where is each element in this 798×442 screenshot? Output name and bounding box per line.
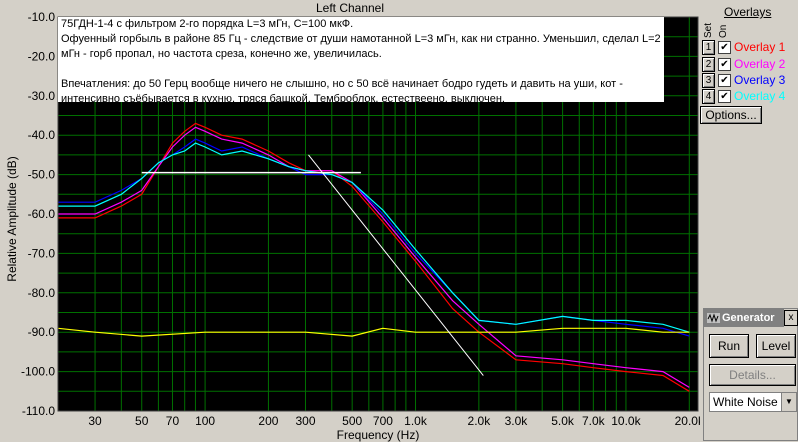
y-tick-label: -80.0	[28, 286, 56, 300]
note-line: 75ГДН-1-4 с фильтром 2-го порядка L=3 мГ…	[61, 18, 354, 30]
overlay-checkbox-2[interactable]: ✔	[718, 58, 731, 71]
x-tick-label: 300	[295, 414, 315, 428]
y-tick-label: -20.0	[28, 49, 56, 63]
overlay-set-button-1[interactable]: 1	[702, 40, 715, 55]
overlay-set-button-3[interactable]: 3	[702, 73, 715, 88]
generator-close-icon[interactable]: x	[784, 310, 798, 326]
x-axis-label: Frequency (Hz)	[336, 428, 420, 442]
level-button[interactable]: Level	[756, 334, 796, 358]
overlay-row-1: 1 ✔ Overlay 1	[702, 40, 798, 55]
overlay-row-4: 4 ✔ Overlay 4	[702, 89, 798, 104]
y-tick-label: -110.0	[22, 404, 55, 418]
y-tick-label: -60.0	[28, 207, 56, 221]
annotation-slope-line	[308, 154, 484, 376]
on-header: On	[718, 24, 729, 38]
x-tick-label: 2.0k	[468, 414, 492, 428]
x-tick-label: 30	[88, 414, 102, 428]
overlay-set-button-4[interactable]: 4	[702, 89, 715, 104]
overlay-label-2: Overlay 2	[734, 57, 786, 71]
options-button[interactable]: Options...	[700, 106, 762, 124]
set-header: Set	[703, 22, 714, 38]
overlay-label-1: Overlay 1	[734, 40, 786, 54]
overlay-row-2: 2 ✔ Overlay 2	[702, 57, 798, 72]
series-line-4	[58, 142, 690, 333]
run-button[interactable]: Run	[709, 334, 749, 358]
note-box: 75ГДН-1-4 с фильтром 2-го порядка L=3 мГ…	[58, 17, 664, 102]
series-line-5	[57, 327, 690, 337]
chart-title: Left Channel	[315, 1, 385, 15]
x-tick-label: 200	[258, 414, 278, 428]
y-tick-label: -90.0	[28, 325, 56, 339]
x-tick-label: 700	[373, 414, 393, 428]
overlay-checkbox-3[interactable]: ✔	[718, 74, 731, 87]
chevron-down-icon[interactable]: ▼	[781, 393, 796, 411]
overlay-checkbox-4[interactable]: ✔	[718, 90, 731, 103]
y-tick-label: -40.0	[28, 128, 56, 142]
x-tick-label: 10.0k	[611, 414, 641, 428]
x-tick-label: 100	[195, 414, 215, 428]
note-line: Офуенный горбыль в районе 85 Гц - следст…	[61, 33, 661, 45]
x-tick-label: 1.0k	[404, 414, 428, 428]
overlay-label-4: Overlay 4	[734, 89, 786, 103]
overlays-panel: Overlays Set On 1 ✔ Overlay 1 2 ✔ Overla…	[700, 0, 798, 308]
note-line: Впечатления: до 50 Герц вообще ничего не…	[61, 78, 623, 90]
x-tick-label: 3.0k	[505, 414, 529, 428]
y-tick-label: -100.0	[21, 365, 55, 379]
x-tick-label: 500	[342, 414, 362, 428]
x-tick-label: 7.0k	[582, 414, 606, 428]
x-tick-label: 70	[166, 414, 180, 428]
x-tick-label: 5.0k	[551, 414, 575, 428]
x-tick-label: 20.0k	[675, 414, 700, 428]
details-button[interactable]: Details...	[709, 364, 796, 386]
overlay-checkbox-1[interactable]: ✔	[718, 41, 731, 54]
overlays-title: Overlays	[724, 5, 772, 19]
overlay-row-3: 3 ✔ Overlay 3	[702, 73, 798, 88]
y-tick-label: -70.0	[28, 246, 56, 260]
note-line: интенсивно съёбывается в кухню, тряся ба…	[61, 93, 505, 102]
y-tick-label: -50.0	[28, 168, 56, 182]
generator-panel: Generator x Run Level Details... White N…	[703, 308, 798, 441]
y-tick-label: -10.0	[28, 10, 56, 24]
note-line: мГн - горб пропал, но частота среза, кон…	[61, 48, 382, 60]
generator-title[interactable]: Generator	[704, 309, 784, 327]
y-axis-label: Relative Amplitude (dB)	[5, 156, 19, 282]
noise-type-select[interactable]: White Noise ▼	[709, 392, 797, 412]
noise-type-value: White Noise	[713, 395, 778, 409]
y-tick-label: -30.0	[28, 89, 56, 103]
overlay-set-button-2[interactable]: 2	[702, 57, 715, 72]
overlay-label-3: Overlay 3	[734, 73, 786, 87]
note-line	[61, 62, 661, 77]
x-tick-label: 50	[135, 414, 149, 428]
waveform-icon	[707, 313, 720, 323]
